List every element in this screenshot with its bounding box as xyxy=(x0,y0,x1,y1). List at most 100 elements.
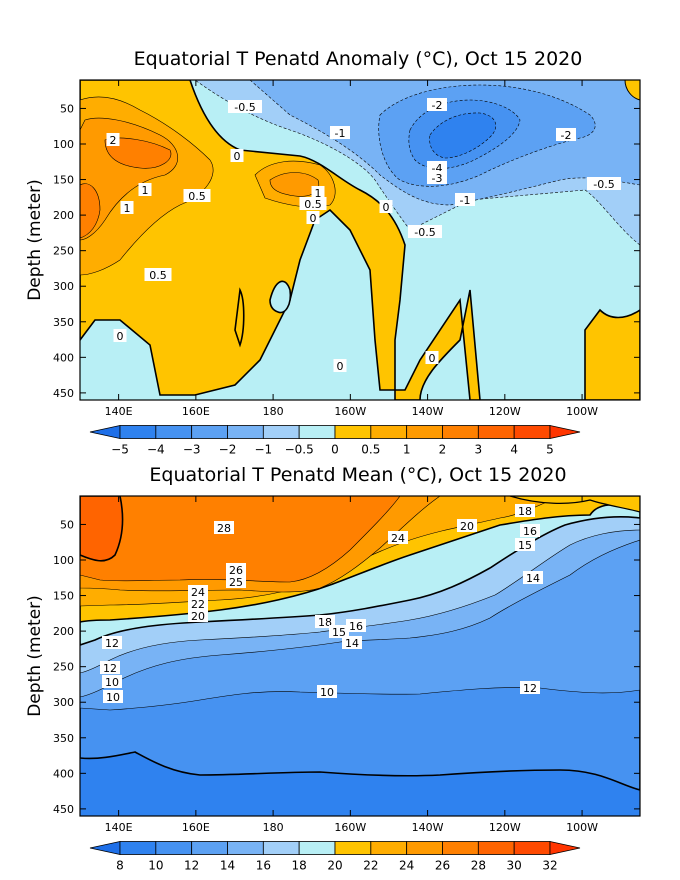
colorbar-swatch xyxy=(370,425,408,439)
anomaly-fill-warm-corner xyxy=(624,80,640,101)
contour-label-bg xyxy=(427,161,447,174)
contour-label-bg xyxy=(113,329,127,342)
contour-label-bg xyxy=(330,126,350,139)
y-tick-label: 50 xyxy=(60,518,74,531)
colorbar-label: −2 xyxy=(219,443,237,457)
colorbar-label: 26 xyxy=(435,859,450,873)
contour-label-bg xyxy=(299,197,327,210)
contour-label: 14 xyxy=(526,572,540,585)
contour-label-bg xyxy=(102,636,122,649)
contour-label: 12 xyxy=(103,662,117,675)
contour-label-bg xyxy=(144,268,172,281)
colorbar-swatch xyxy=(262,425,300,439)
anomaly-x-ticks: 140E 160E 180 160W 140W 120W 100W xyxy=(105,80,598,418)
mean-fill-corner xyxy=(509,496,640,513)
contour-label: 0.5 xyxy=(188,190,206,203)
y-tick-label: 250 xyxy=(53,245,74,258)
colorbar-swatch xyxy=(334,841,372,855)
colorbar-swatch xyxy=(477,841,515,855)
y-tick-label: 450 xyxy=(53,803,74,816)
colorbar-label: 5 xyxy=(546,443,554,457)
contour-label: -2 xyxy=(561,129,572,142)
anomaly-title: Equatorial T Penatd Anomaly (°C), Oct 15… xyxy=(134,48,583,70)
colorbar-label: 20 xyxy=(327,859,342,873)
colorbar-swatch xyxy=(334,425,372,439)
contour-label-bg xyxy=(427,171,447,184)
contour-label: 12 xyxy=(523,682,537,695)
colorbar-high-arrow xyxy=(549,425,581,439)
colorbar-label: 18 xyxy=(292,859,307,873)
x-tick-label: 140E xyxy=(105,821,133,834)
contour-label: 24 xyxy=(391,532,405,545)
colorbar-swatch xyxy=(119,425,157,439)
colorbar-label: 8 xyxy=(116,859,124,873)
contour-label: 24 xyxy=(191,586,205,599)
contour-label-bg xyxy=(556,128,576,141)
anomaly-fill-warm-tongue1 xyxy=(269,280,292,314)
contour-label: -0.5 xyxy=(593,178,614,191)
contour-label: 20 xyxy=(460,520,474,533)
y-tick-label: 250 xyxy=(53,661,74,674)
contour-label-bg xyxy=(408,225,442,238)
contour-label-bg xyxy=(306,211,320,224)
colorbar-swatch xyxy=(406,425,443,439)
x-tick-label: 120W xyxy=(489,405,521,418)
contour-label-bg xyxy=(230,149,244,162)
contour-label: 2 xyxy=(110,134,117,147)
y-tick-label: 200 xyxy=(53,625,74,638)
colorbar-swatch xyxy=(119,841,157,855)
contour-label: 0 xyxy=(117,330,124,343)
colorbar-label: 2 xyxy=(439,443,447,457)
contour-label-bg xyxy=(523,571,543,584)
colorbar-swatch xyxy=(191,425,228,439)
contour-label-bg xyxy=(379,200,393,213)
colorbar-label: 3 xyxy=(475,443,483,457)
contour-label: 26 xyxy=(229,564,243,577)
colorbar-swatch xyxy=(155,425,193,439)
colorbar-label: 22 xyxy=(363,859,378,873)
contour-label: -1 xyxy=(335,127,346,140)
anomaly-fill-warm-0 xyxy=(80,80,640,400)
contour-label: 1 xyxy=(315,187,322,200)
contour-label: -4 xyxy=(432,162,443,175)
colorbar-swatch xyxy=(370,841,408,855)
contour-label: 0.5 xyxy=(149,269,167,282)
contour-label-bg xyxy=(188,609,208,622)
contour-label: 1 xyxy=(142,184,149,197)
contour-label-bg xyxy=(520,681,540,694)
y-tick-label: 150 xyxy=(53,174,74,187)
colorbar-label: 24 xyxy=(399,859,414,873)
contour-label-bg xyxy=(138,183,152,196)
contour-label-bg xyxy=(329,625,349,638)
colorbar-low-arrow xyxy=(89,425,121,439)
mean-y-axis-label: Depth (meter) xyxy=(25,595,45,717)
colorbar-label: 12 xyxy=(184,859,199,873)
contour-label: 0 xyxy=(429,352,436,365)
mean-panel: Equatorial T Penatd Mean (°C), Oct 15 20… xyxy=(25,464,641,873)
y-tick-label: 300 xyxy=(53,280,74,293)
y-tick-label: 200 xyxy=(53,209,74,222)
mean-y-ticks: 50 100 150 200 250 300 350 400 450 xyxy=(53,518,640,816)
contour-label-bg xyxy=(188,597,208,610)
colorbar-label: 30 xyxy=(507,859,522,873)
contour-label-bg xyxy=(346,619,366,632)
contour-label: 18 xyxy=(518,505,532,518)
mean-colorbar: 8 10 12 14 16 18 20 22 24 26 28 30 32 xyxy=(89,841,581,873)
x-tick-label: 180 xyxy=(263,405,284,418)
x-tick-label: 100W xyxy=(566,405,598,418)
x-tick-label: 160W xyxy=(334,405,366,418)
colorbar-swatch xyxy=(477,425,515,439)
anomaly-fill-cold-4 xyxy=(429,112,496,159)
colorbar-swatch xyxy=(442,425,479,439)
contour-label: 15 xyxy=(518,539,532,552)
y-tick-label: 400 xyxy=(53,767,74,780)
contour-label-bg xyxy=(317,685,337,698)
colorbar-swatch xyxy=(262,841,300,855)
anomaly-fill-warm-tongue2 xyxy=(234,287,245,348)
colorbar-swatch xyxy=(442,841,479,855)
contour-label: 0 xyxy=(310,212,317,225)
colorbar-swatch xyxy=(513,841,551,855)
contour-label: 0 xyxy=(234,150,241,163)
